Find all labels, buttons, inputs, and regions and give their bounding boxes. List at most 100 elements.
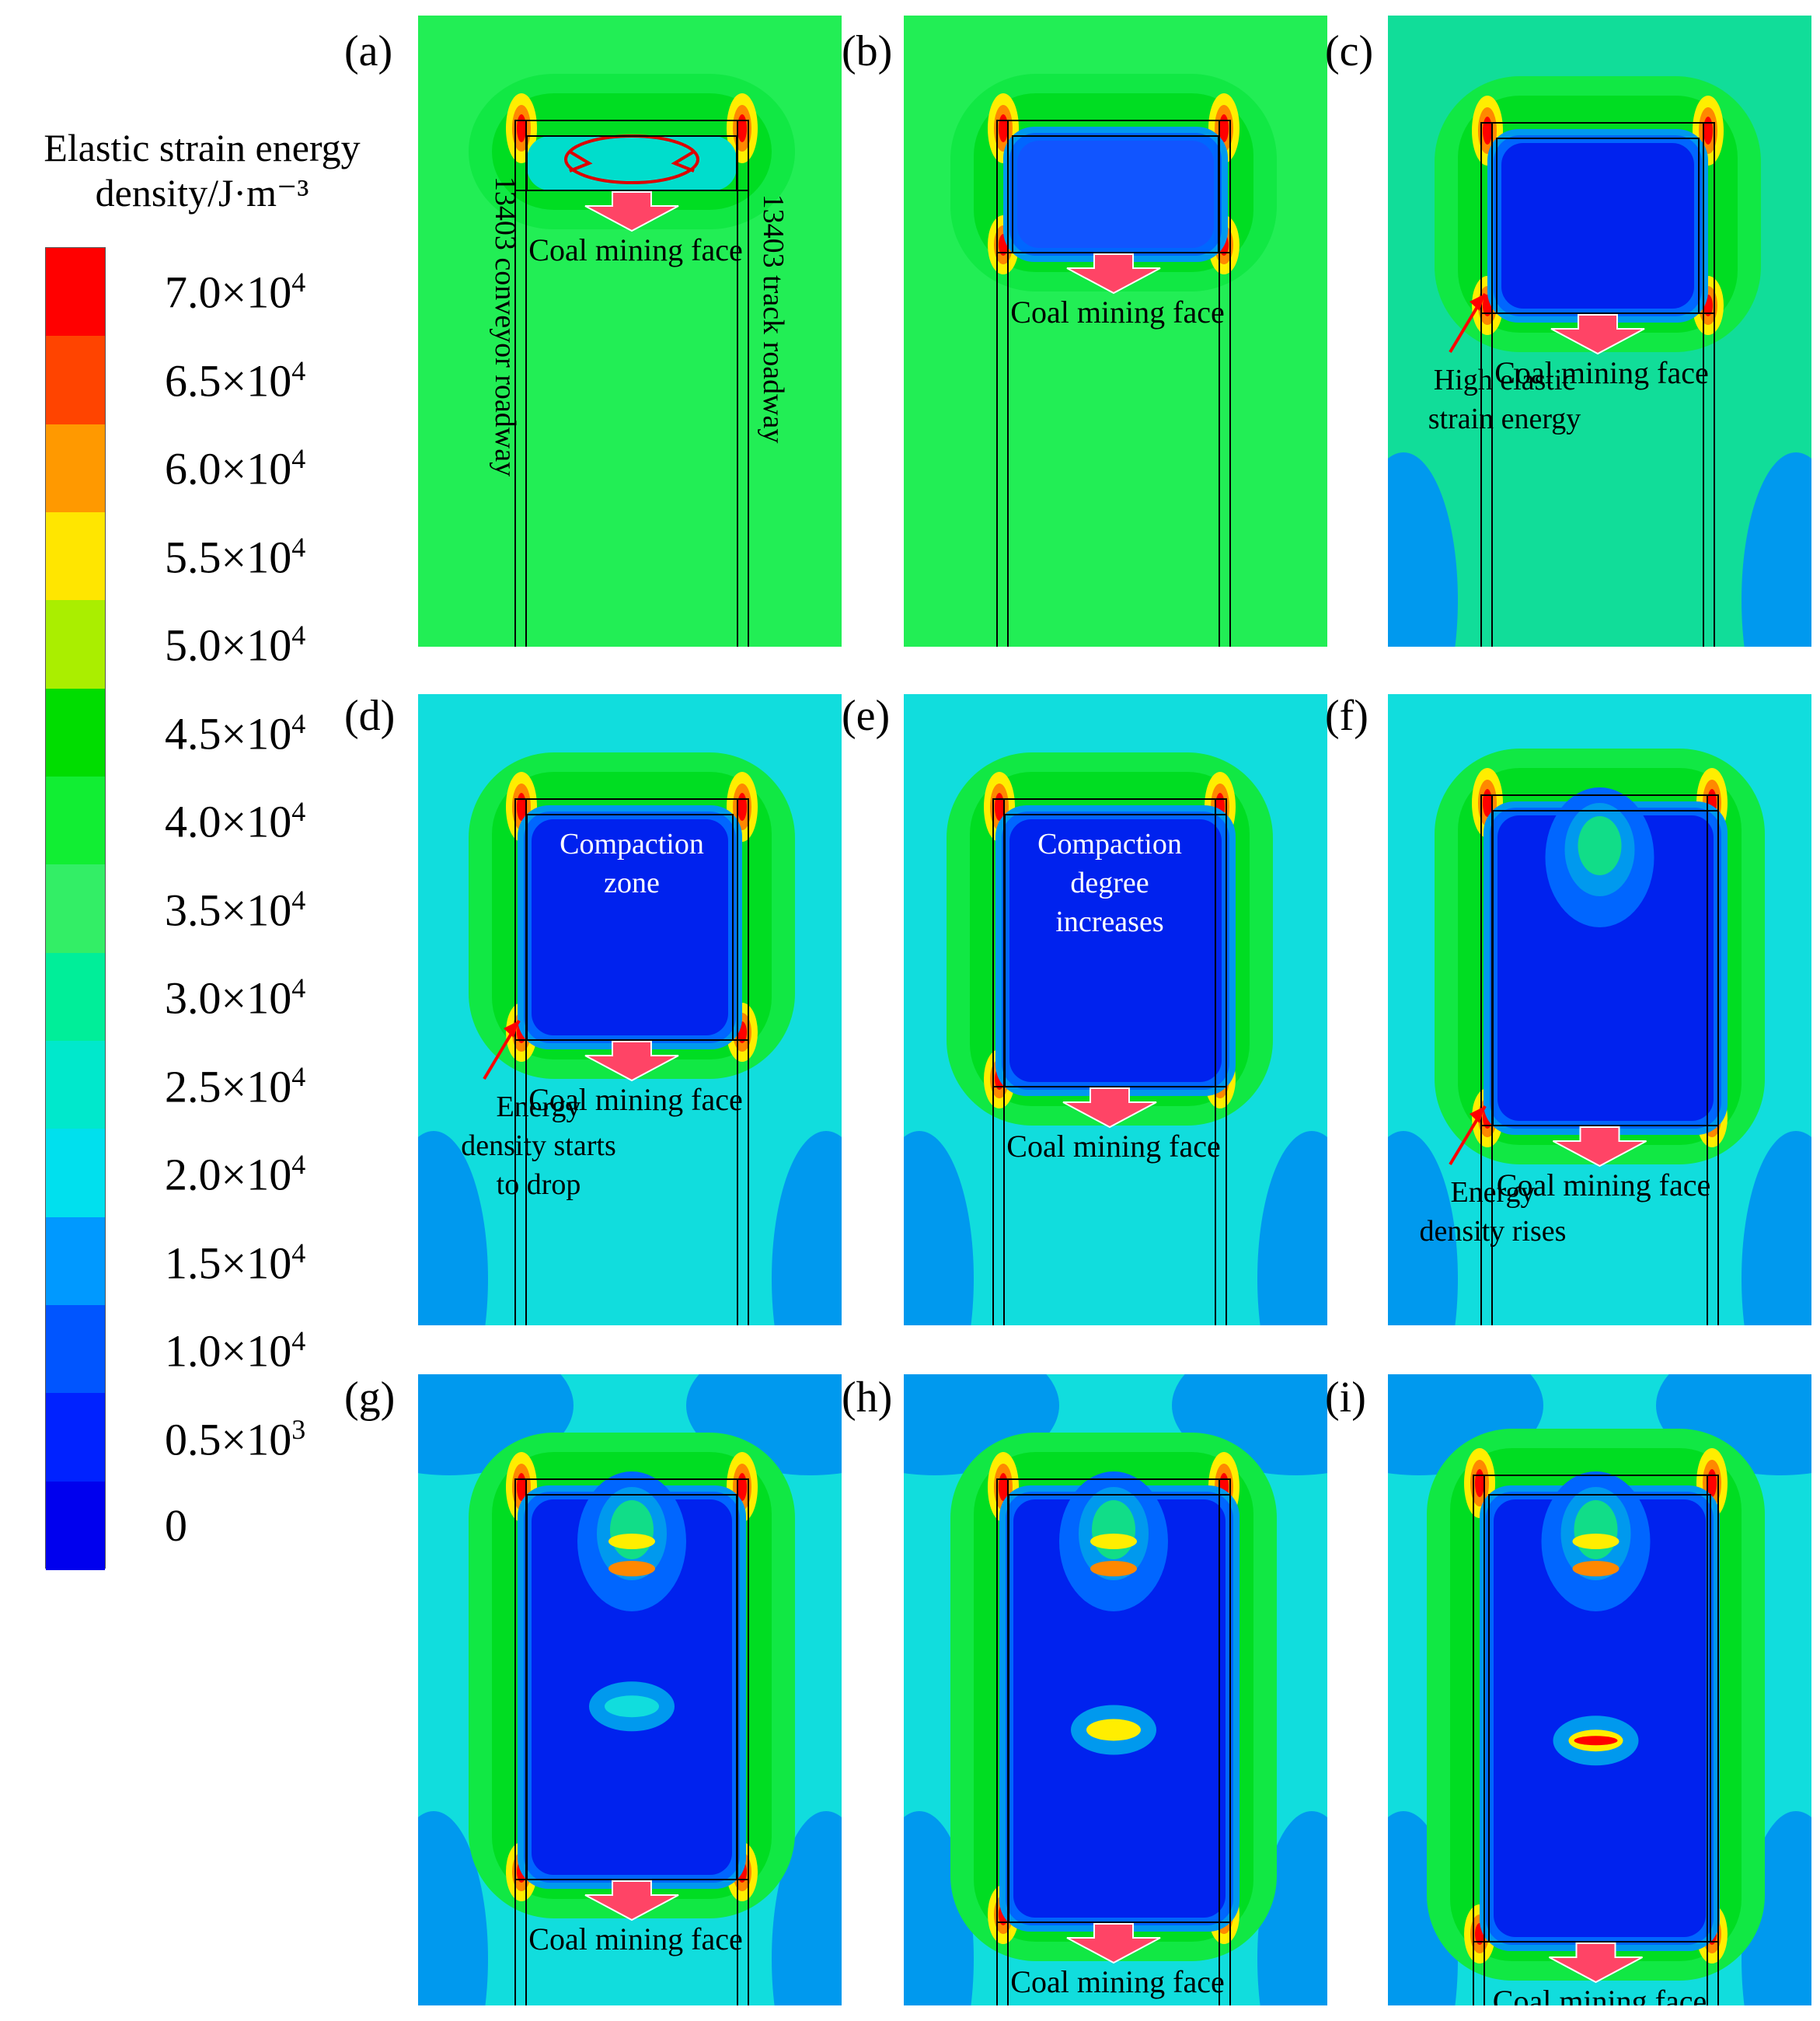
- contour-panel: Coal mining face High elastic strain energ…: [1388, 16, 1811, 647]
- legend-title: Elastic strain energy density/J·m⁻³: [0, 126, 404, 215]
- compaction-label: Compaction: [1037, 828, 1182, 860]
- mining-direction-arrow: [1549, 1942, 1643, 1984]
- color-scale-tick-label: 1.5×104: [165, 1239, 305, 1286]
- tick-exponent: 4: [291, 1149, 306, 1180]
- contour-plot: Coal mining face: [904, 16, 1327, 647]
- annotation-text: Energy: [1450, 1176, 1535, 1209]
- compaction-label: Compaction: [560, 828, 704, 860]
- color-scale-cell: [46, 864, 105, 954]
- tick-mantissa: 1.5×10: [165, 1237, 292, 1288]
- contour-panel: Coal mining face Energy density rises: [1388, 694, 1811, 1325]
- crack-mark: [671, 150, 696, 173]
- panel-label: (f): [1325, 692, 1368, 740]
- tick-exponent: 3: [291, 1413, 306, 1445]
- recovered-stress: [608, 1561, 655, 1576]
- tick-exponent: 4: [291, 1325, 306, 1356]
- contour-panel: Coal mining face: [418, 1374, 842, 2005]
- contour-plot: Coal mining face Compaction degree increase…: [904, 694, 1327, 1325]
- mid-goaf-recovery-core: [605, 1695, 659, 1718]
- corner-stress-peak: [999, 114, 1008, 142]
- low-energy-lobe: [1388, 452, 1458, 647]
- tick-exponent: 4: [291, 1237, 306, 1269]
- tick-exponent: 4: [291, 531, 306, 563]
- compaction-core: [610, 1500, 654, 1559]
- compaction-label: zone: [604, 867, 660, 899]
- panel-label: (d): [344, 692, 396, 740]
- color-scale-tick-label: 6.5×104: [165, 357, 305, 403]
- track-roadway-label: 13403 track roadway: [757, 194, 790, 444]
- color-scale-cell: [46, 248, 105, 337]
- tick-exponent: 4: [291, 972, 306, 1004]
- goaf-inner-outline: [526, 1494, 737, 1880]
- goaf-zone: [532, 819, 728, 1035]
- goaf-inner-outline: [1496, 138, 1700, 314]
- low-energy-lobe: [772, 1131, 842, 1325]
- contour-panel: Coal mining face Compaction degree increase…: [904, 694, 1327, 1325]
- corner-stress-peak: [1483, 117, 1492, 145]
- tick-mantissa: 4.5×10: [165, 707, 292, 759]
- recovered-stress: [1572, 1561, 1620, 1576]
- annotation-arrowhead: [504, 1021, 519, 1038]
- coal-mining-face-label: Coal mining face: [528, 1082, 742, 1117]
- low-energy-lobe: [1742, 452, 1811, 647]
- color-scale-cell: [46, 1481, 105, 1570]
- recovered-stress: [1090, 1534, 1137, 1549]
- coal-mining-face-label: Coal mining face: [1010, 1964, 1224, 1999]
- panel-label: (i): [1325, 1374, 1366, 1422]
- compaction-core: [1574, 1500, 1618, 1559]
- corner-stress-peak: [517, 114, 526, 142]
- tick-exponent: 4: [291, 884, 306, 916]
- annotation-arrowhead: [1470, 1106, 1485, 1123]
- panel-label: (a): [344, 27, 393, 75]
- mining-direction-arrow: [584, 191, 679, 232]
- color-scale-tick-label: 3.5×104: [165, 886, 305, 933]
- corner-stress-peak: [737, 114, 747, 142]
- mining-direction-arrow: [1066, 1923, 1161, 1964]
- color-scale-tick-label: 4.5×104: [165, 710, 305, 756]
- tick-mantissa: 2.5×10: [165, 1060, 292, 1112]
- panel-label: (e): [842, 692, 891, 740]
- mining-direction-arrow: [584, 1041, 679, 1082]
- low-energy-lobe: [1388, 1131, 1458, 1325]
- goaf-inner-outline: [1488, 1494, 1711, 1942]
- contour-panel: Coal mining face Energy density starts to d…: [418, 694, 842, 1325]
- recovered-stress: [1090, 1561, 1137, 1576]
- color-scale-tick-label: 7.0×104: [165, 268, 305, 315]
- mid-goaf-recovery-core: [1086, 1719, 1141, 1741]
- corner-stress-peak: [1475, 1469, 1484, 1497]
- annotation-text: to drop: [497, 1168, 581, 1201]
- tick-exponent: 4: [291, 620, 306, 651]
- color-scale-cell: [46, 1393, 105, 1482]
- tick-mantissa: 2.0×10: [165, 1149, 292, 1200]
- contour-plot: Coal mining face: [1388, 1374, 1811, 2005]
- panel-label: (g): [344, 1374, 396, 1422]
- low-energy-lobe: [1257, 1131, 1327, 1325]
- color-scale-cell: [46, 424, 105, 513]
- tick-exponent: 4: [291, 707, 306, 739]
- color-scale-tick-label: 5.0×104: [165, 621, 305, 668]
- tick-mantissa: 0.5×10: [165, 1413, 292, 1464]
- low-energy-lobe: [1742, 1131, 1811, 1325]
- contour-panel: Coal mining face: [904, 16, 1327, 647]
- corner-stress-peak: [1703, 117, 1713, 145]
- tick-exponent: 4: [291, 443, 306, 474]
- contour-plot: Coal mining face: [418, 1374, 842, 2005]
- compaction-core: [1578, 816, 1622, 875]
- panel-label: (c): [1325, 27, 1374, 75]
- goaf-inner-outline: [1492, 810, 1719, 1126]
- annotation-arrowhead: [1470, 294, 1485, 311]
- low-energy-lobe: [904, 1131, 974, 1325]
- coal-mining-face-label: Coal mining face: [1497, 1168, 1710, 1202]
- color-scale-cell: [46, 600, 105, 689]
- compaction-label: degree: [1070, 867, 1149, 899]
- crack-mark: [568, 150, 593, 173]
- coal-mining-face-label: Coal mining face: [528, 232, 742, 267]
- annotation-text: density rises: [1420, 1215, 1567, 1248]
- annotation-text: High elastic: [1434, 364, 1576, 396]
- tick-mantissa: 1.0×10: [165, 1325, 292, 1377]
- color-scale-cell: [46, 512, 105, 602]
- color-scale-cell: [46, 1041, 105, 1130]
